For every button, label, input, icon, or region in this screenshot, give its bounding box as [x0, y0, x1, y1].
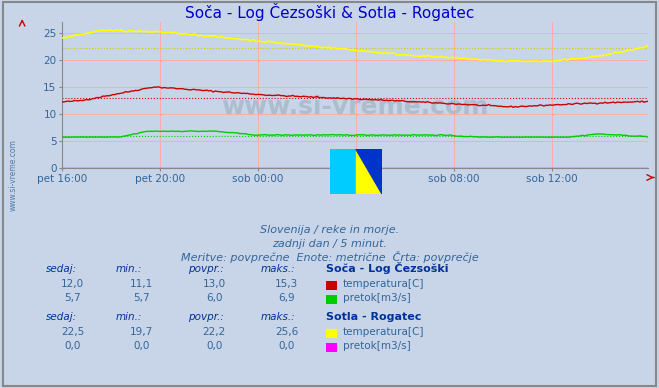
Text: pretok[m3/s]: pretok[m3/s]	[343, 293, 411, 303]
Text: 6,0: 6,0	[206, 293, 223, 303]
Text: Meritve: povprečne  Enote: metrične  Črta: povprečje: Meritve: povprečne Enote: metrične Črta:…	[181, 251, 478, 263]
Text: 11,1: 11,1	[130, 279, 154, 289]
Text: 0,0: 0,0	[206, 341, 222, 351]
Text: maks.:: maks.:	[260, 312, 295, 322]
Text: 5,7: 5,7	[64, 293, 81, 303]
Text: min.:: min.:	[115, 312, 142, 322]
Text: Slovenija / reke in morje.: Slovenija / reke in morje.	[260, 225, 399, 235]
Text: 0,0: 0,0	[279, 341, 295, 351]
Text: povpr.:: povpr.:	[188, 312, 223, 322]
Text: Soča - Log Čezsoški: Soča - Log Čezsoški	[326, 262, 449, 274]
Text: www.si-vreme.com: www.si-vreme.com	[9, 139, 18, 211]
Text: 19,7: 19,7	[130, 327, 154, 337]
Text: 13,0: 13,0	[202, 279, 226, 289]
Text: 22,5: 22,5	[61, 327, 84, 337]
Text: povpr.:: povpr.:	[188, 264, 223, 274]
Polygon shape	[356, 149, 382, 194]
Text: temperatura[C]: temperatura[C]	[343, 327, 424, 337]
Text: sedaj:: sedaj:	[46, 312, 77, 322]
Text: maks.:: maks.:	[260, 264, 295, 274]
Bar	[356, 149, 382, 194]
Text: 6,9: 6,9	[278, 293, 295, 303]
Text: pretok[m3/s]: pretok[m3/s]	[343, 341, 411, 351]
Text: 15,3: 15,3	[275, 279, 299, 289]
Text: 0,0: 0,0	[65, 341, 80, 351]
Text: Soča - Log Čezsoški & Sotla - Rogatec: Soča - Log Čezsoški & Sotla - Rogatec	[185, 3, 474, 21]
Text: sedaj:: sedaj:	[46, 264, 77, 274]
Text: 22,2: 22,2	[202, 327, 226, 337]
Text: 25,6: 25,6	[275, 327, 299, 337]
Text: 0,0: 0,0	[134, 341, 150, 351]
Text: Sotla - Rogatec: Sotla - Rogatec	[326, 312, 422, 322]
Text: 12,0: 12,0	[61, 279, 84, 289]
Text: min.:: min.:	[115, 264, 142, 274]
Text: temperatura[C]: temperatura[C]	[343, 279, 424, 289]
Text: www.si-vreme.com: www.si-vreme.com	[221, 95, 489, 119]
Bar	[330, 149, 356, 194]
Text: 5,7: 5,7	[133, 293, 150, 303]
Text: zadnji dan / 5 minut.: zadnji dan / 5 minut.	[272, 239, 387, 249]
